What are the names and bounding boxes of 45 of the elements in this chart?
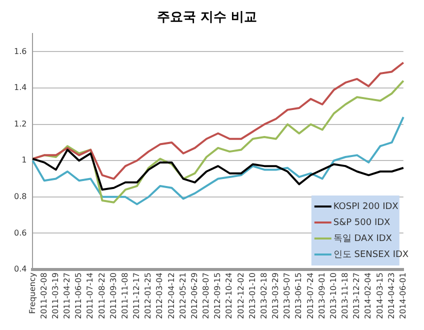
x-tick-label: 2013-07-24 xyxy=(306,272,315,320)
x-tick-label: 2014-04-23 xyxy=(386,272,396,320)
legend-label: S&P 500 IDX xyxy=(333,218,390,228)
y-tick-label: 1.2 xyxy=(14,119,27,128)
legend-label: 인도 SENSEX IDX xyxy=(333,250,409,260)
x-tick-label: 2013-05-07 xyxy=(282,272,292,320)
x-tick-label: 2012-01-25 xyxy=(144,272,153,320)
x-tick-label: 2013-01-10 xyxy=(248,272,257,320)
x-tick-label: Frequency xyxy=(28,272,37,314)
x-tick-label: 2012-06-29 xyxy=(190,272,199,320)
x-tick-label: 2011-04-27 xyxy=(62,272,72,320)
legend-label: 독일 DAX IDX xyxy=(333,234,392,244)
x-tick-label: 2013-06-15 xyxy=(294,272,304,320)
x-tick-label: 2014-02-04 xyxy=(364,272,373,320)
x-tick-label: 2013-11-18 xyxy=(340,272,350,320)
legend-label: KOSPI 200 IDX xyxy=(333,202,398,212)
x-tick-label: 2011-03-19 xyxy=(50,272,60,320)
x-tick-label: 2012-05-21 xyxy=(178,272,188,320)
x-tick-label: 2013-09-01 xyxy=(317,272,326,320)
x-tick-label: 2011-08-22 xyxy=(97,272,106,320)
y-tick-label: 1.4 xyxy=(14,83,27,92)
x-tick-label: 2011-07-14 xyxy=(86,272,95,320)
x-tick-label: 2012-12-02 xyxy=(236,272,246,320)
x-tick-label: 2012-08-07 xyxy=(202,272,211,320)
x-tick-label: 2012-10-24 xyxy=(224,272,234,320)
x-tick-label: 2013-10-10 xyxy=(328,272,338,320)
x-tick-label: 2011-12-17 xyxy=(132,272,142,320)
x-tick-label: 2011-06-05 xyxy=(74,272,84,320)
x-tick-label: 2012-09-15 xyxy=(213,272,222,320)
chart-title: 주요국 지수 비교 xyxy=(156,10,258,26)
x-tick-label: 2012-03-04 xyxy=(155,272,164,320)
x-tick-label: 2013-03-29 xyxy=(271,272,280,320)
x-tick-label: 2012-04-12 xyxy=(166,272,176,320)
x-tick-label: 2011-11-08 xyxy=(120,272,130,320)
y-tick-label: 0.4 xyxy=(14,264,27,274)
x-tick-label: 2013-12-27 xyxy=(352,272,362,320)
x-tick-label: 2014-03-15 xyxy=(375,272,384,320)
y-tick-label: 1.6 xyxy=(14,46,27,56)
x-tick-label: 2014-06-01 xyxy=(398,272,408,320)
x-tick-label: 2013-02-18 xyxy=(259,272,268,320)
x-tick-label: 2011-09-30 xyxy=(108,272,118,320)
x-tick-label: 2011-02-08 xyxy=(39,272,48,320)
y-tick-label: 0.8 xyxy=(14,192,27,201)
y-tick-label: 1 xyxy=(22,156,27,165)
y-tick-label: 0.6 xyxy=(14,228,27,238)
